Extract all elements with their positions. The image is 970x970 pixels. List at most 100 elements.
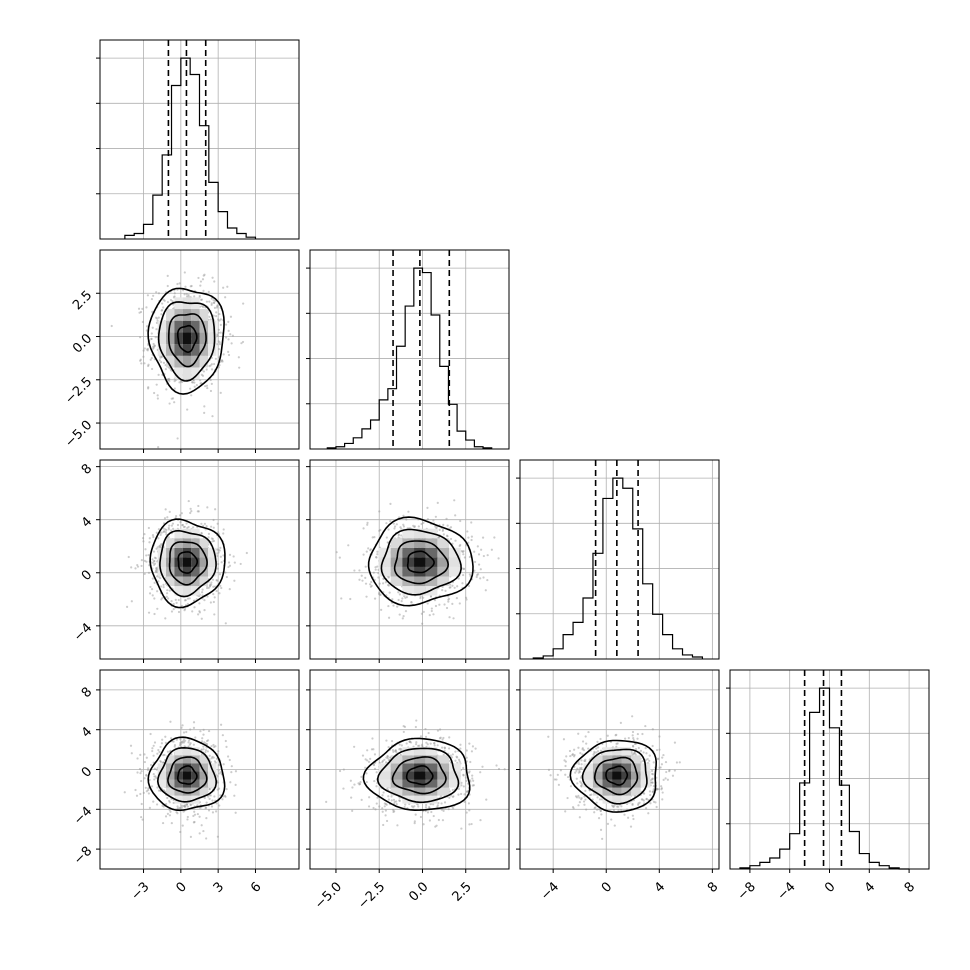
density-bin bbox=[174, 344, 183, 356]
density-bin bbox=[174, 747, 183, 756]
density-bin bbox=[182, 528, 192, 539]
density-bin bbox=[425, 747, 438, 756]
contour-1 bbox=[393, 540, 450, 585]
density-bin bbox=[191, 344, 200, 356]
panel-frame bbox=[309, 249, 510, 450]
density-bin bbox=[437, 557, 450, 567]
contour-0 bbox=[177, 551, 198, 574]
density-bin bbox=[425, 576, 438, 587]
density-bin bbox=[199, 576, 209, 587]
contour-1 bbox=[391, 756, 447, 795]
density-bin bbox=[631, 755, 641, 764]
density-bin bbox=[191, 332, 200, 345]
density-bin bbox=[437, 755, 450, 764]
density-bin bbox=[199, 763, 209, 772]
contour-3 bbox=[569, 739, 658, 813]
density-bin bbox=[191, 320, 200, 333]
contour-1 bbox=[168, 541, 208, 586]
density-bin bbox=[414, 576, 426, 587]
density-bin bbox=[390, 566, 403, 577]
density-bin bbox=[437, 771, 450, 780]
density-bin bbox=[157, 566, 167, 577]
density-bin bbox=[437, 576, 450, 587]
density-bin bbox=[449, 771, 461, 780]
density-bin bbox=[402, 566, 415, 577]
density-bin bbox=[402, 763, 415, 772]
density-bin bbox=[182, 367, 192, 380]
y-tick-label-1-3: 2.5 bbox=[70, 288, 95, 313]
density-bin bbox=[602, 787, 613, 796]
density-bin bbox=[174, 297, 183, 310]
density-bin bbox=[166, 763, 175, 772]
density-bin bbox=[182, 566, 192, 577]
density-bin bbox=[612, 755, 622, 764]
density-bin bbox=[449, 557, 461, 567]
density-bin bbox=[199, 344, 209, 356]
density-bin bbox=[166, 309, 175, 321]
density-bin bbox=[199, 771, 209, 780]
density-bin bbox=[414, 795, 426, 804]
y-tick-label-1-0: −5.0 bbox=[62, 418, 95, 451]
density-bin bbox=[414, 557, 426, 567]
density-bin bbox=[379, 557, 391, 567]
density-bin bbox=[182, 557, 192, 567]
contour-0 bbox=[605, 765, 629, 786]
density-bin bbox=[414, 771, 426, 780]
density-bin bbox=[425, 763, 438, 772]
density-bin bbox=[182, 763, 192, 772]
density-bin bbox=[166, 771, 175, 780]
histogram-step-2 bbox=[532, 477, 704, 659]
density-bin bbox=[157, 779, 167, 788]
y-tick-label-2-0: −4 bbox=[71, 621, 95, 645]
density-bin bbox=[602, 779, 613, 788]
density-bin bbox=[425, 557, 438, 567]
contour-3 bbox=[149, 518, 226, 609]
density-bin bbox=[621, 771, 632, 780]
density-bin bbox=[390, 576, 403, 587]
density-bin bbox=[437, 763, 450, 772]
density-bin bbox=[390, 779, 403, 788]
density-bin bbox=[166, 779, 175, 788]
contour-1 bbox=[593, 756, 639, 796]
density-bin bbox=[449, 547, 461, 558]
contour-2 bbox=[156, 746, 218, 803]
panel-frame bbox=[519, 459, 720, 660]
density-bin bbox=[592, 787, 603, 796]
y-tick-label-2-1: 0 bbox=[79, 567, 95, 583]
density-bin bbox=[621, 747, 632, 756]
density-bin bbox=[402, 771, 415, 780]
y-tick-label-1-2: 0.0 bbox=[70, 331, 95, 356]
histogram-panel-3 bbox=[726, 669, 930, 870]
density-bin bbox=[199, 779, 209, 788]
scatter-panel-1-3 bbox=[306, 669, 510, 873]
density-bin bbox=[390, 771, 403, 780]
density-bin bbox=[182, 586, 192, 596]
contour-0 bbox=[177, 324, 198, 354]
density-bin bbox=[182, 344, 192, 356]
contour-2 bbox=[581, 748, 648, 805]
x-tick-label-1-3: 2.5 bbox=[450, 879, 475, 904]
x-tick-label-2-0: −4 bbox=[538, 879, 562, 903]
x-tick-label-0-3: 6 bbox=[248, 879, 264, 895]
density-bin bbox=[191, 771, 200, 780]
density-bin bbox=[437, 538, 450, 548]
contour-1 bbox=[168, 313, 207, 368]
contour-2 bbox=[159, 529, 217, 598]
density-bin bbox=[191, 576, 200, 587]
density-bin bbox=[166, 576, 175, 587]
density-bin bbox=[425, 795, 438, 804]
x-tick-label-3-2: 0 bbox=[822, 879, 838, 895]
density-bin bbox=[166, 755, 175, 764]
density-bin bbox=[157, 344, 167, 356]
density-bin bbox=[199, 755, 209, 764]
y-tick-label-3-4: 8 bbox=[79, 685, 95, 701]
density-bin bbox=[602, 763, 613, 772]
density-bin bbox=[157, 763, 167, 772]
density-bin bbox=[208, 332, 217, 345]
contour-0 bbox=[405, 765, 434, 786]
density-bin bbox=[191, 779, 200, 788]
density-bin bbox=[166, 355, 175, 368]
contour-2 bbox=[380, 528, 462, 596]
contour-0 bbox=[406, 550, 435, 574]
density-bin bbox=[583, 779, 593, 788]
